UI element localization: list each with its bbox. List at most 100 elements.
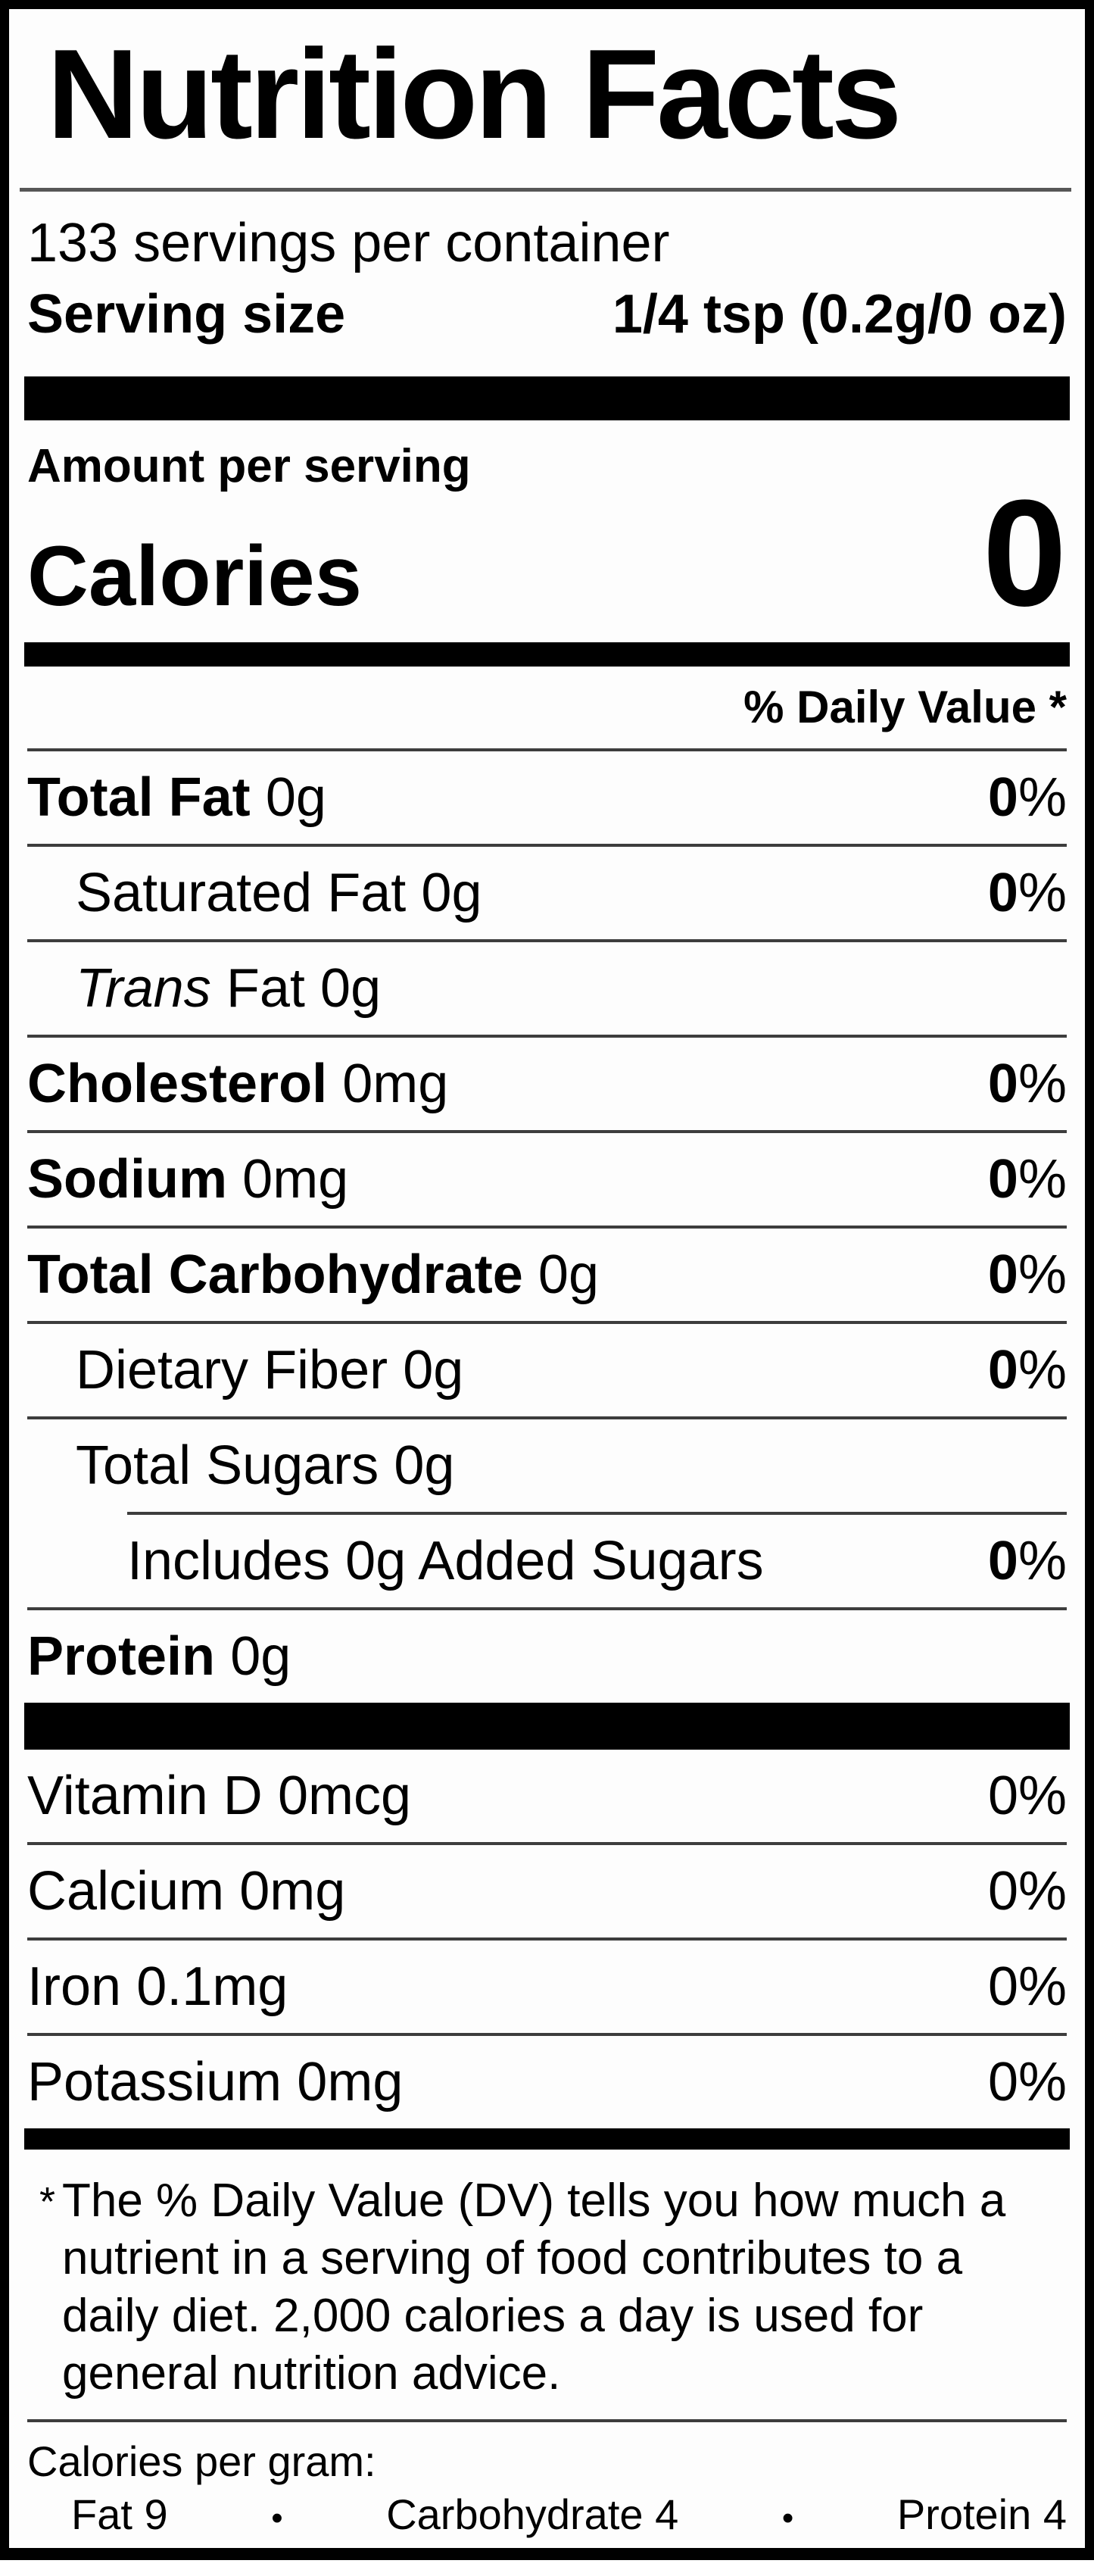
row-divider xyxy=(27,1937,1067,1941)
row-divider xyxy=(27,1226,1067,1229)
row-divider-indented xyxy=(127,1512,1067,1516)
nutrient-name: Total Carbohydrate xyxy=(27,1244,523,1306)
nutrient-row-dietary-fiber: Dietary Fiber 0g 0% xyxy=(27,1324,1067,1416)
footer-divider xyxy=(27,2419,1067,2423)
percent-sign: % xyxy=(1018,1149,1067,1210)
nutrient-row-total-sugars: Total Sugars 0g xyxy=(27,1419,1067,1512)
nutrient-name: Iron xyxy=(27,1956,122,2018)
nutrient-amount: 0g xyxy=(538,1244,599,1306)
nutrient-row-cholesterol: Cholesterol 0mg 0% xyxy=(27,1038,1067,1130)
nutrient-amount: 0g xyxy=(230,1626,291,1688)
label-title: Nutrition Facts xyxy=(47,23,902,165)
daily-value: 0 xyxy=(987,1054,1018,1115)
calories-value: 0 xyxy=(982,469,1067,638)
row-divider xyxy=(27,1035,1067,1038)
row-divider xyxy=(27,844,1067,848)
footnote-asterisk: * xyxy=(39,2179,56,2225)
nutrient-name: Total Sugars xyxy=(76,1435,379,1497)
row-divider xyxy=(27,1321,1067,1325)
micronutrient-row-iron: Iron 0.1mg 0% xyxy=(27,1941,1067,2033)
nutrient-amount: 0.1mg xyxy=(136,1956,288,2018)
percent-sign: % xyxy=(1018,1531,1067,1592)
row-divider xyxy=(27,1416,1067,1420)
nutrient-name: Calcium xyxy=(27,1861,225,1922)
cpg-protein: Protein 4 xyxy=(896,2490,1067,2539)
row-divider xyxy=(27,2033,1067,2037)
calories-per-gram-heading: Calories per gram: xyxy=(27,2437,376,2486)
serving-size-row: Serving size 1/4 tsp (0.2g/0 oz) xyxy=(27,287,1067,342)
nutrient-amount: 0mg xyxy=(239,1861,346,1922)
row-divider xyxy=(27,748,1067,752)
nutrient-row-sodium: Sodium 0mg 0% xyxy=(27,1133,1067,1226)
footnote-line: general nutrition advice. xyxy=(62,2347,561,2400)
nutrient-amount: 0g xyxy=(394,1435,455,1497)
row-divider xyxy=(27,939,1067,943)
percent-sign: % xyxy=(1018,767,1067,829)
nutrient-amount: 0mg xyxy=(242,1149,349,1210)
serving-size-label: Serving size xyxy=(27,284,346,345)
footnote-line: daily diet. 2,000 calories a day is used… xyxy=(62,2290,924,2343)
row-divider xyxy=(27,1842,1067,1846)
nutrient-row-saturated-fat: Saturated Fat 0g 0% xyxy=(27,847,1067,939)
daily-value: 0 xyxy=(987,767,1018,829)
daily-value-header: % Daily Value * xyxy=(743,682,1067,733)
nutrient-amount: 0g xyxy=(265,767,326,829)
thick-divider-bar xyxy=(24,1703,1070,1750)
daily-value: 0 xyxy=(987,863,1018,924)
micronutrient-row-vitamin-d: Vitamin D 0mcg 0% xyxy=(27,1750,1067,1842)
nutrient-amount: 0g xyxy=(320,958,382,1019)
calories-label: Calories xyxy=(27,529,362,623)
footnote-line: The % Daily Value (DV) tells you how muc… xyxy=(62,2175,1006,2228)
daily-value: 0 xyxy=(987,1340,1018,1401)
servings-per-container: 133 servings per container xyxy=(27,213,670,273)
row-divider xyxy=(27,1130,1067,1134)
footnote-line: nutrient in a serving of food contribute… xyxy=(62,2232,963,2285)
daily-value: 0 xyxy=(987,1149,1018,1210)
nutrient-row-trans-fat: Trans Fat 0g xyxy=(27,942,1067,1035)
medium-divider-bar xyxy=(24,2128,1070,2150)
nutrient-amount: 0mg xyxy=(297,2052,404,2113)
nutrient-row-protein: Protein 0g xyxy=(27,1610,1067,1703)
title-divider xyxy=(20,188,1071,192)
daily-value-footnote: * The % Daily Value (DV) tells you how m… xyxy=(27,2172,1067,2419)
cpg-fat: Fat 9 xyxy=(71,2490,168,2539)
nutrient-name: Includes 0g Added Sugars xyxy=(127,1531,764,1592)
daily-value: 0 xyxy=(987,1531,1018,1592)
nutrient-name: Total Fat xyxy=(27,767,251,829)
nutrient-name: Protein xyxy=(27,1626,216,1688)
nutrient-name: Cholesterol xyxy=(27,1054,328,1115)
daily-value: 0% xyxy=(987,2052,1067,2113)
medium-divider-bar xyxy=(24,642,1070,667)
cpg-carbohydrate: Carbohydrate 4 xyxy=(386,2490,679,2539)
amount-per-serving-label: Amount per serving xyxy=(27,440,471,492)
serving-size-value: 1/4 tsp (0.2g/0 oz) xyxy=(612,284,1067,345)
nutrient-name: Saturated Fat xyxy=(76,863,407,924)
nutrient-name: Dietary Fiber xyxy=(76,1340,388,1401)
percent-sign: % xyxy=(1018,863,1067,924)
nutrient-row-total-fat: Total Fat 0g 0% xyxy=(27,751,1067,844)
micronutrient-row-calcium: Calcium 0mg 0% xyxy=(27,1845,1067,1937)
percent-sign: % xyxy=(1018,1244,1067,1306)
daily-value: 0 xyxy=(987,1244,1018,1306)
daily-value: 0% xyxy=(987,1766,1067,1827)
nutrient-name: Sodium xyxy=(27,1149,227,1210)
nutrient-name: Vitamin D xyxy=(27,1766,263,1827)
thick-divider-bar xyxy=(24,376,1070,420)
daily-value: 0% xyxy=(987,1956,1067,2018)
nutrient-amount: 0mg xyxy=(342,1054,449,1115)
nutrient-amount: 0g xyxy=(421,863,482,924)
daily-value: 0% xyxy=(987,1861,1067,1922)
calories-row: Calories 0 xyxy=(27,469,1067,638)
bullet-separator: • xyxy=(781,2500,794,2537)
micronutrient-row-potassium: Potassium 0mg 0% xyxy=(27,2036,1067,2128)
percent-sign: % xyxy=(1018,1054,1067,1115)
bullet-separator: • xyxy=(271,2500,283,2537)
nutrient-name-italic: Trans xyxy=(76,958,211,1019)
row-divider xyxy=(27,1607,1067,1611)
nutrient-name: Potassium xyxy=(27,2052,282,2113)
calories-per-gram-row: Fat 9 • Carbohydrate 4 • Protein 4 xyxy=(27,2493,1067,2536)
nutrient-row-added-sugars: Includes 0g Added Sugars 0% xyxy=(27,1515,1067,1607)
nutrient-amount: 0mcg xyxy=(277,1766,411,1827)
